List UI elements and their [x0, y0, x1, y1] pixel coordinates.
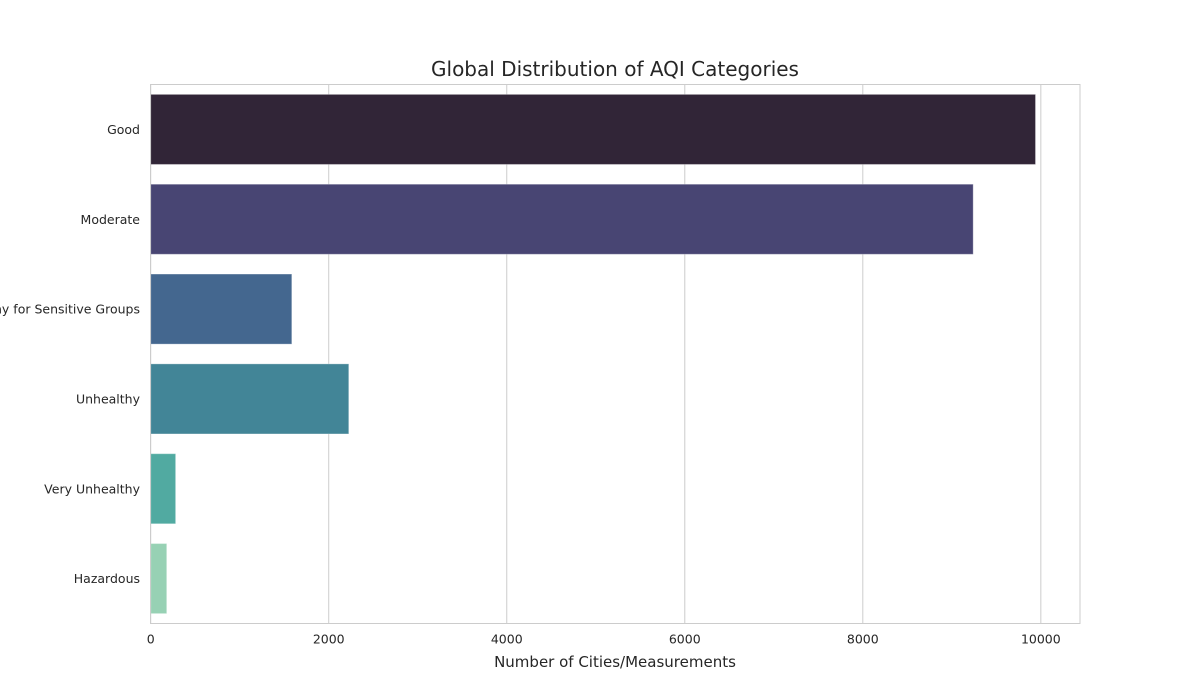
plot-frame [150, 84, 1081, 624]
bar-moderate [150, 183, 974, 255]
x-tick-label: 10000 [1021, 632, 1061, 647]
y-tick-label: Good [107, 122, 140, 137]
bar-hazardous [150, 543, 168, 615]
chart-title: Global Distribution of AQI Categories [431, 57, 799, 81]
x-tick-label: 0 [147, 632, 155, 647]
y-tick-label: Unhealthy for Sensitive Groups [0, 302, 140, 317]
bar-very-unhealthy [150, 453, 177, 525]
y-tick-label: Moderate [81, 212, 141, 227]
x-tick-label: 6000 [669, 632, 701, 647]
x-tick-label: 8000 [847, 632, 879, 647]
bar-good [150, 93, 1036, 165]
x-tick-label: 4000 [491, 632, 523, 647]
bar-unhealthy-for-sensitive-groups [150, 273, 293, 345]
x-axis-label: Number of Cities/Measurements [494, 653, 736, 671]
y-tick-label: Hazardous [74, 571, 140, 586]
x-tick-label: 2000 [313, 632, 345, 647]
bar-unhealthy [150, 363, 350, 435]
y-tick-label: Unhealthy [76, 391, 141, 406]
y-tick-label: Very Unhealthy [44, 481, 140, 496]
